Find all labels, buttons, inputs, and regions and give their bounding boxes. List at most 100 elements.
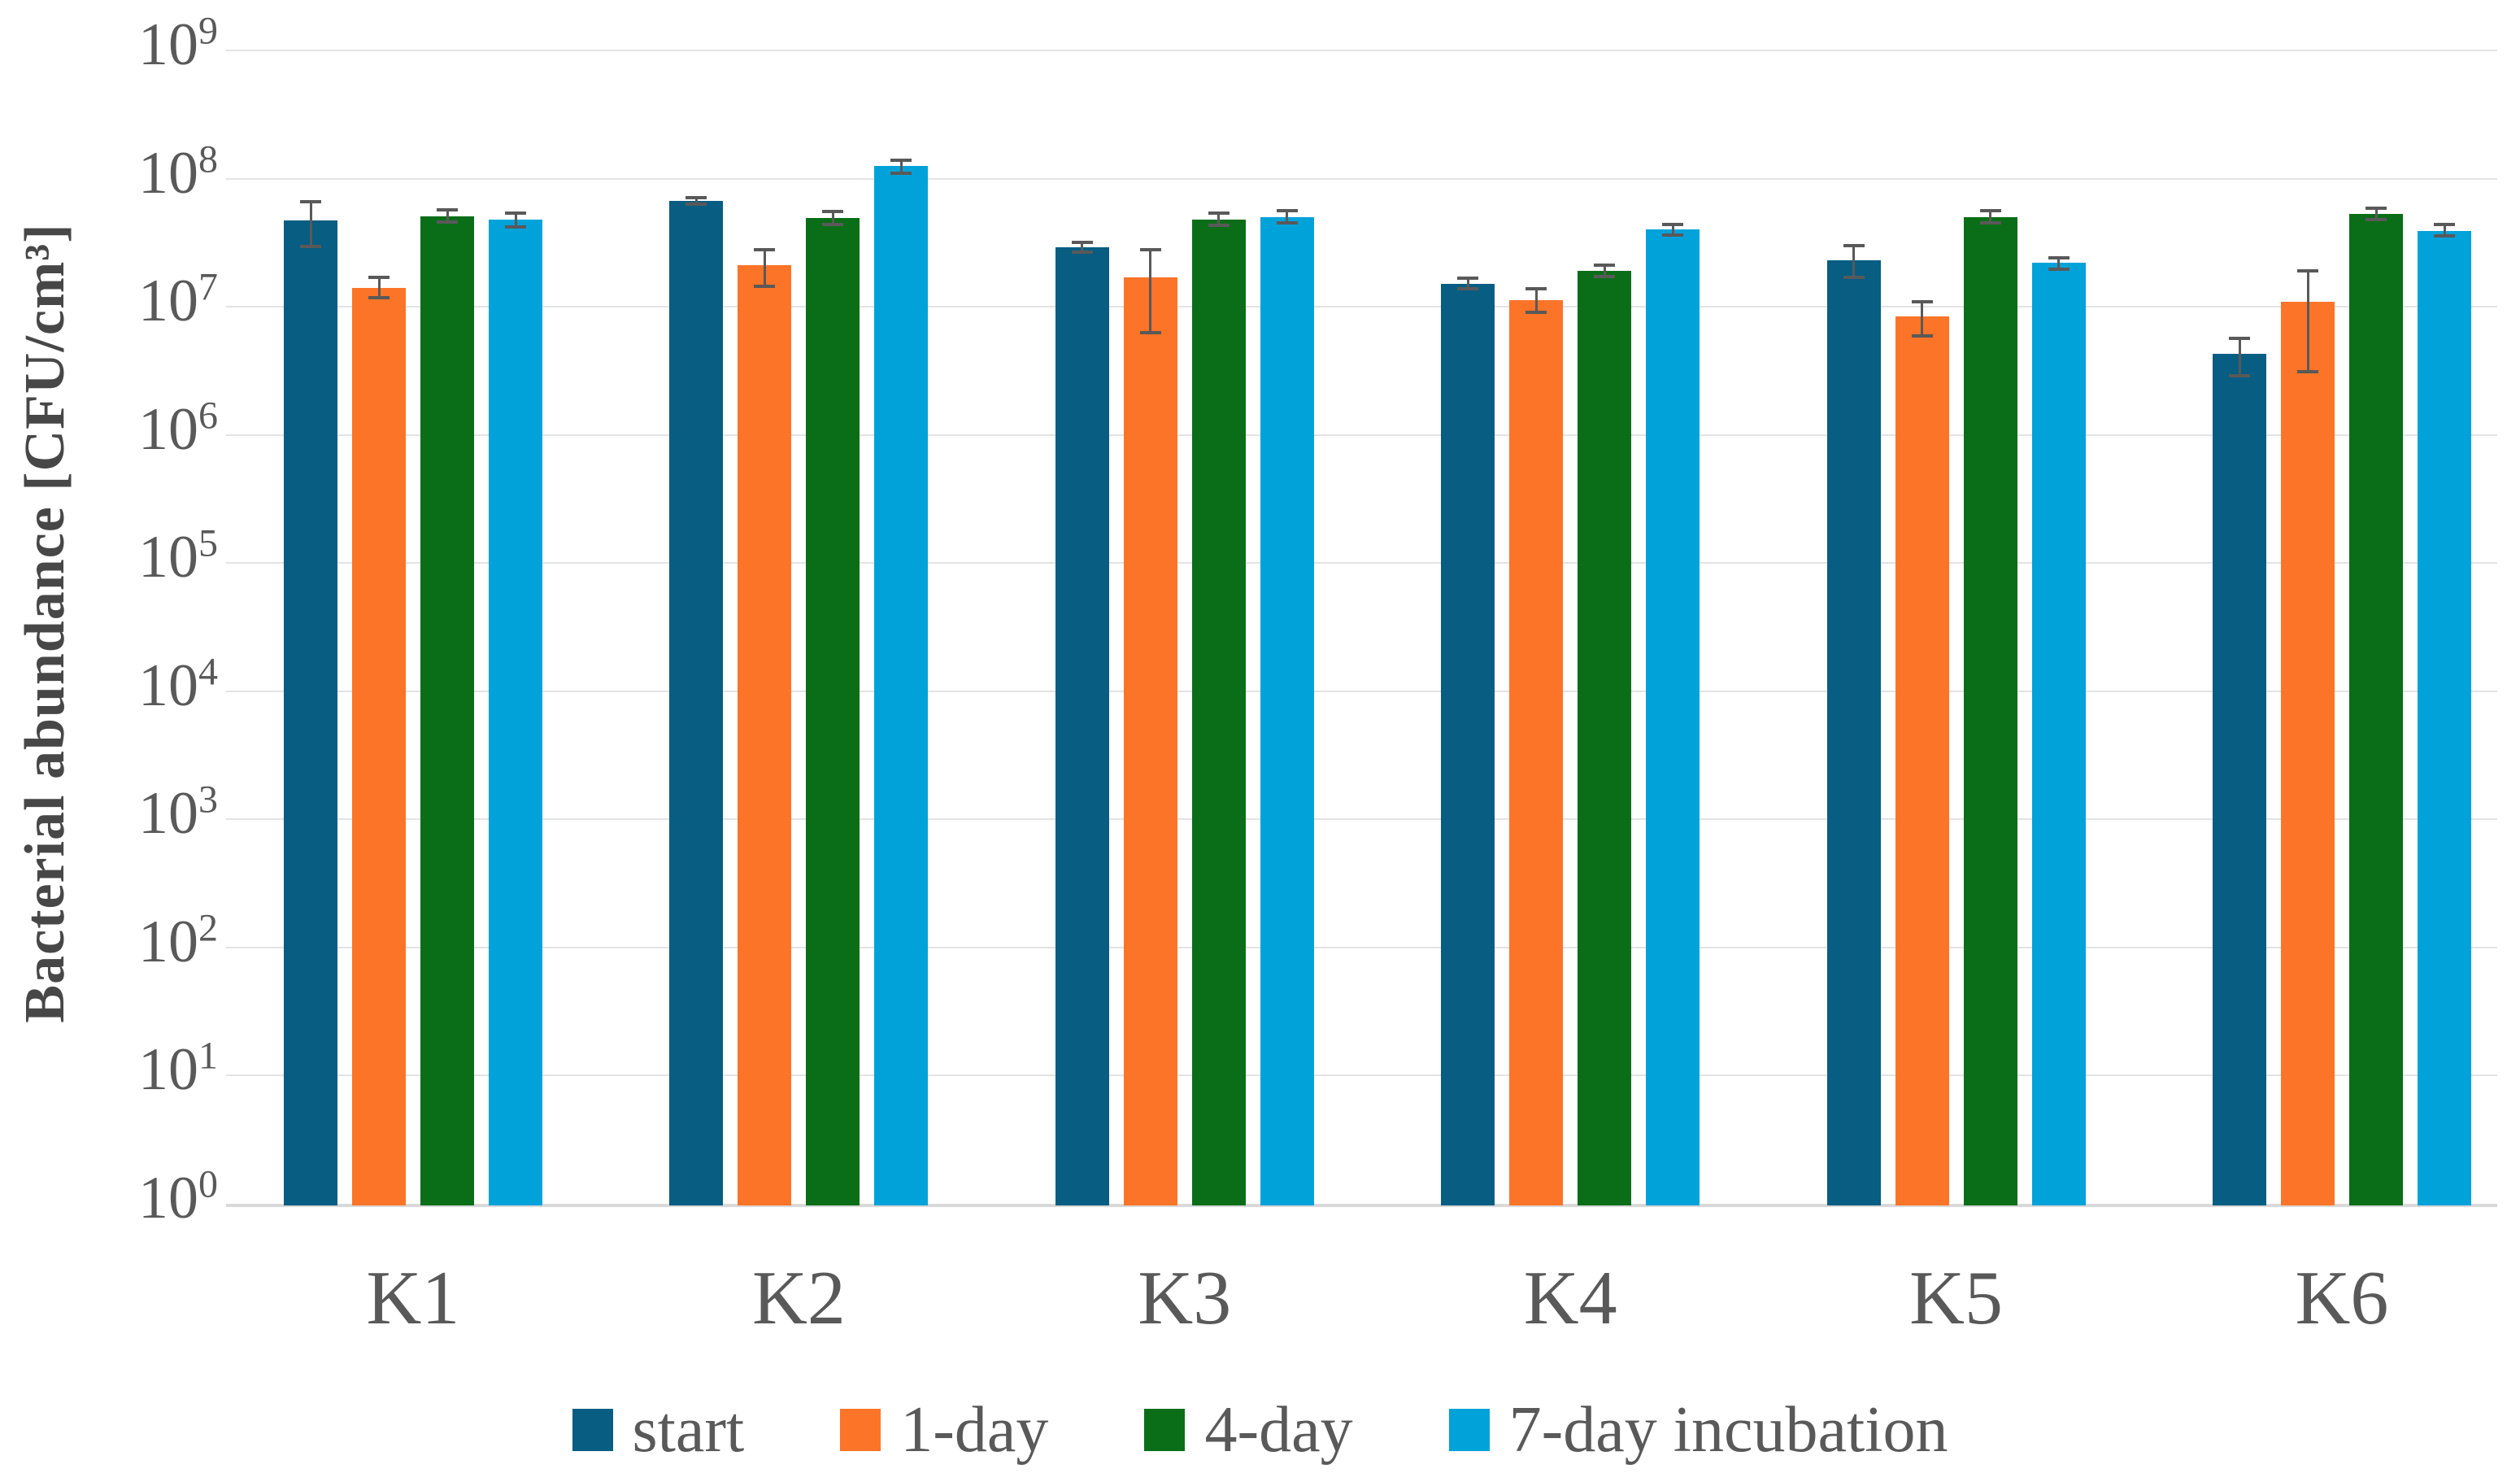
bar-K6-4-day	[2349, 213, 2403, 1205]
y-tick-10e0: 100	[138, 1162, 218, 1231]
bar-K1-4-day	[420, 216, 474, 1205]
chart-legend: start 1-day 4-day 7-day incubation	[0, 1397, 2520, 1462]
error-cap-low-K3-start	[1071, 251, 1093, 255]
error-bar-K6-4-day	[2374, 207, 2378, 220]
error-cap-high-K1-4-day	[437, 208, 458, 211]
error-bar-K4-4-day	[1603, 265, 1606, 277]
error-bar-K5-7-day-incubation	[2057, 258, 2061, 270]
error-cap-high-K5-start	[1843, 243, 1865, 247]
error-cap-low-K2-4-day	[822, 222, 844, 226]
bar-K1-start	[284, 220, 337, 1205]
gridline-10e2	[226, 946, 2497, 948]
y-tick-10e1: 101	[138, 1034, 218, 1104]
error-cap-low-K1-4-day	[437, 220, 458, 224]
error-cap-low-K3-4-day	[1208, 223, 1230, 227]
y-tick-10e9: 109	[138, 9, 218, 78]
error-cap-low-K1-start	[300, 245, 321, 249]
bar-K2-7-day-incubation	[874, 165, 929, 1205]
error-cap-low-K6-7-day-incubation	[2434, 234, 2455, 238]
gridline-10e7	[226, 306, 2497, 308]
y-tick-10e6: 106	[138, 393, 218, 463]
error-cap-high-K5-7-day-incubation	[2048, 256, 2070, 260]
error-cap-low-K2-start	[685, 203, 707, 207]
legend-label: 4-day	[1204, 1394, 1353, 1466]
error-cap-low-K1-1-day	[368, 295, 390, 299]
bar-K3-start	[1055, 247, 1109, 1205]
legend-label: 7-day incubation	[1508, 1394, 1948, 1466]
error-cap-high-K1-1-day	[368, 275, 390, 279]
legend-swatch-7-day-incubation	[1448, 1409, 1490, 1451]
legend-label: 1-day	[900, 1394, 1049, 1466]
x-axis-line	[226, 1203, 2497, 1207]
error-cap-high-K5-4-day	[1979, 209, 2001, 213]
bar-K3-4-day	[1191, 219, 1246, 1205]
error-cap-low-K6-start	[2229, 373, 2250, 377]
error-cap-low-K3-7-day-incubation	[1276, 221, 1298, 225]
error-cap-high-K3-7-day-incubation	[1276, 209, 1298, 213]
bar-K6-start	[2213, 353, 2266, 1205]
gridline-10e4	[226, 690, 2497, 692]
error-bar-K2-start	[694, 197, 698, 205]
error-cap-low-K2-7-day-incubation	[890, 172, 912, 176]
error-cap-high-K5-1-day	[1911, 299, 1933, 303]
bar-K1-1-day	[352, 288, 406, 1205]
error-bar-K1-start	[309, 201, 312, 247]
error-bar-K6-1-day	[2306, 271, 2309, 373]
bar-K6-1-day	[2281, 301, 2335, 1205]
error-cap-high-K4-1-day	[1525, 287, 1547, 291]
error-cap-high-K6-start	[2229, 336, 2250, 340]
error-bar-K5-1-day	[1921, 301, 1924, 337]
error-bar-K6-7-day-incubation	[2443, 224, 2446, 237]
bar-K3-1-day	[1123, 277, 1177, 1205]
error-bar-K1-7-day-incubation	[514, 212, 517, 227]
error-cap-high-K1-start	[300, 199, 321, 203]
y-tick-10e3: 103	[138, 778, 218, 848]
error-bar-K4-7-day-incubation	[1671, 224, 1674, 236]
bar-K3-7-day-incubation	[1260, 216, 1314, 1205]
legend-item-start: start	[572, 1397, 744, 1462]
error-cap-high-K4-4-day	[1594, 264, 1616, 268]
error-bar-K3-7-day-incubation	[1286, 211, 1289, 224]
y-tick-10e4: 104	[138, 650, 218, 719]
error-bar-K6-start	[2238, 338, 2241, 376]
bar-K6-7-day-incubation	[2418, 230, 2471, 1205]
error-bar-K5-4-day	[1989, 211, 1992, 224]
gridline-10e5	[226, 562, 2497, 564]
bar-K4-start	[1441, 284, 1495, 1205]
error-cap-high-K1-7-day-incubation	[505, 211, 526, 215]
error-bar-K2-1-day	[763, 249, 766, 286]
gridline-10e6	[226, 434, 2497, 436]
error-cap-high-K2-7-day-incubation	[890, 158, 912, 162]
bar-K4-4-day	[1578, 271, 1632, 1205]
bar-K1-7-day-incubation	[489, 219, 542, 1205]
error-cap-low-K1-7-day-incubation	[505, 224, 526, 229]
error-cap-high-K4-start	[1457, 277, 1479, 281]
error-cap-high-K3-1-day	[1139, 247, 1161, 251]
x-axis-label-K1: K1	[366, 1256, 460, 1340]
error-bar-K4-start	[1466, 278, 1469, 290]
error-cap-low-K6-4-day	[2365, 217, 2387, 221]
x-axis-label-K4: K4	[1523, 1256, 1617, 1340]
error-bar-K1-4-day	[446, 210, 449, 222]
x-axis-label-K6: K6	[2295, 1256, 2389, 1340]
error-cap-high-K6-1-day	[2297, 269, 2318, 273]
bar-K5-4-day	[1963, 216, 2017, 1205]
error-cap-low-K3-1-day	[1139, 330, 1161, 334]
error-cap-high-K6-7-day-incubation	[2434, 222, 2455, 226]
gridline-10e9	[226, 50, 2497, 51]
error-cap-low-K2-1-day	[754, 284, 776, 288]
legend-item-4-day: 4-day	[1144, 1394, 1353, 1466]
x-axis-label-K5: K5	[1909, 1256, 2004, 1340]
gridline-10e3	[226, 818, 2497, 821]
error-cap-high-K2-4-day	[822, 210, 844, 214]
legend-item-1-day: 1-day	[840, 1397, 1048, 1462]
error-cap-low-K5-start	[1843, 275, 1865, 279]
error-bar-K3-1-day	[1149, 249, 1152, 333]
error-bar-K2-7-day-incubation	[899, 159, 903, 174]
legend-item-7-day-incubation: 7-day incubation	[1448, 1394, 1948, 1466]
error-cap-low-K5-1-day	[1911, 334, 1933, 338]
error-cap-high-K3-start	[1071, 240, 1093, 244]
x-axis-label-K3: K3	[1138, 1256, 1232, 1340]
y-tick-10e7: 107	[138, 265, 218, 335]
